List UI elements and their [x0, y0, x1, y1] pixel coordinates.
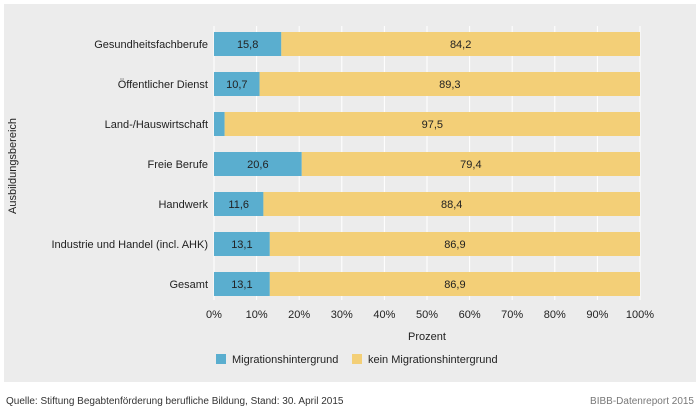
x-tick-label: 100%	[626, 309, 654, 321]
x-axis-title: Prozent	[408, 331, 446, 343]
category-label: Industrie und Handel (incl. AHK)	[51, 239, 208, 251]
x-tick-label: 20%	[288, 309, 310, 321]
bar-migrationshintergrund-industrie-und-handel-incl-ahk	[214, 232, 270, 256]
data-label: 79,4	[460, 159, 481, 171]
legend-swatch-migrationshintergrund	[216, 354, 226, 364]
category-label: Land-/Hauswirtschaft	[105, 119, 208, 131]
bar-migrationshintergrund-handwerk	[214, 192, 264, 216]
bar-kein-migrationshintergrund-gesundheitsfachberufe	[281, 32, 640, 56]
x-tick-label: 40%	[373, 309, 395, 321]
data-label: 11,6	[228, 199, 249, 211]
x-tick-label: 50%	[416, 309, 438, 321]
category-label: Freie Berufe	[147, 159, 208, 171]
x-tick-label: 90%	[586, 309, 608, 321]
bar-kein-migrationshintergrund-industrie-und-handel-incl-ahk	[269, 232, 640, 256]
data-label: 97,5	[422, 119, 443, 131]
data-label: 89,3	[439, 79, 460, 91]
x-tick-label: 80%	[544, 309, 566, 321]
data-label: 13,1	[231, 279, 252, 291]
bar-kein-migrationshintergrund-handwerk	[263, 192, 640, 216]
bar-kein-migrationshintergrund-offentlicher-dienst	[259, 72, 640, 96]
category-label: Öffentlicher Dienst	[118, 79, 208, 91]
bar-migrationshintergrund-freie-berufe	[214, 152, 302, 176]
bar-migrationshintergrund-land-hauswirtschaft	[214, 112, 225, 136]
data-label: 88,4	[441, 199, 462, 211]
data-label: 86,9	[444, 279, 465, 291]
legend-label: kein Migrationshintergrund	[368, 354, 498, 366]
category-label: Handwerk	[158, 199, 208, 211]
legend-swatch-kein-migrationshintergrund	[352, 354, 362, 364]
bar-migrationshintergrund-gesundheitsfachberufe	[214, 32, 282, 56]
x-tick-label: 30%	[331, 309, 353, 321]
bar-kein-migrationshintergrund-land-hauswirtschaft	[224, 112, 640, 136]
publisher-label: BIBB-Datenreport 2015	[590, 396, 694, 407]
data-label: 10,7	[226, 79, 247, 91]
source-note: Quelle: Stiftung Begabtenförderung beruf…	[6, 396, 344, 407]
x-tick-label: 0%	[206, 309, 222, 321]
category-label: Gesundheitsfachberufe	[94, 39, 208, 51]
data-label: 15,8	[237, 39, 258, 51]
y-axis-title: Ausbildungsbereich	[7, 118, 19, 214]
bar-kein-migrationshintergrund-freie-berufe	[301, 152, 640, 176]
data-label: 86,9	[444, 239, 465, 251]
x-tick-label: 10%	[246, 309, 268, 321]
data-label: 13,1	[231, 239, 252, 251]
legend-label: Migrationshintergrund	[232, 354, 338, 366]
data-label: 84,2	[450, 39, 471, 51]
x-tick-label: 60%	[459, 309, 481, 321]
bar-migrationshintergrund-offentlicher-dienst	[214, 72, 260, 96]
category-label: Gesamt	[169, 279, 208, 291]
data-label: 20,6	[247, 159, 268, 171]
bar-migrationshintergrund-gesamt	[214, 272, 270, 296]
x-tick-label: 70%	[501, 309, 523, 321]
bar-kein-migrationshintergrund-gesamt	[269, 272, 640, 296]
